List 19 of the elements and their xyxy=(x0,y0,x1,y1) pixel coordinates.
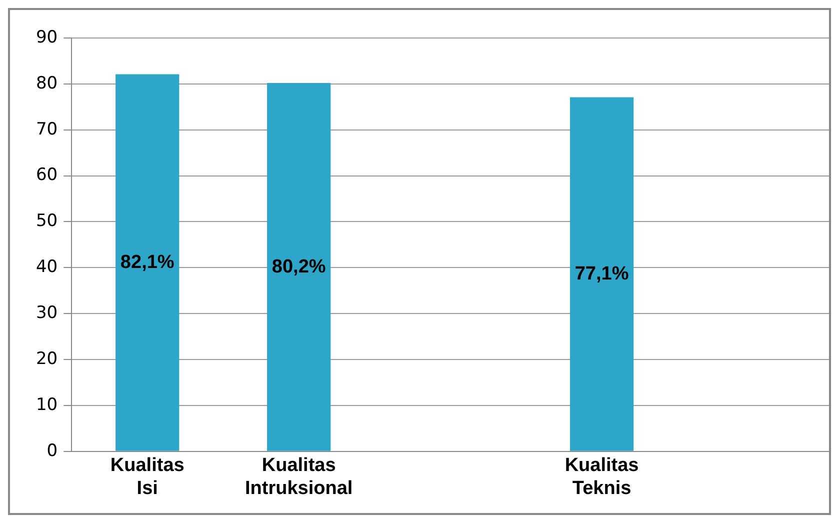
x-tick-label: Kualitas Teknis xyxy=(564,455,639,499)
y-tick-label: 20 xyxy=(36,348,58,369)
y-tick-label: 0 xyxy=(46,440,58,461)
data-label: 80,2% xyxy=(272,256,326,278)
x-tick-label: Kualitas Isi xyxy=(110,455,184,499)
y-tick-label: 30 xyxy=(36,303,58,324)
y-tick-label: 80 xyxy=(36,73,58,94)
y-tick-label: 10 xyxy=(36,394,58,415)
y-tick-label: 70 xyxy=(36,119,58,140)
x-tick-label: Kualitas Intruksional xyxy=(245,455,353,499)
y-tick-label: 50 xyxy=(36,211,58,232)
bar xyxy=(116,74,180,451)
data-label: 77,1% xyxy=(574,264,629,285)
data-label: 82,1% xyxy=(120,252,174,274)
y-tick-label: 90 xyxy=(36,27,58,48)
y-tick-label: 60 xyxy=(36,165,58,186)
bar xyxy=(570,97,634,451)
y-tick-label: 40 xyxy=(36,257,58,278)
bar xyxy=(267,83,331,451)
